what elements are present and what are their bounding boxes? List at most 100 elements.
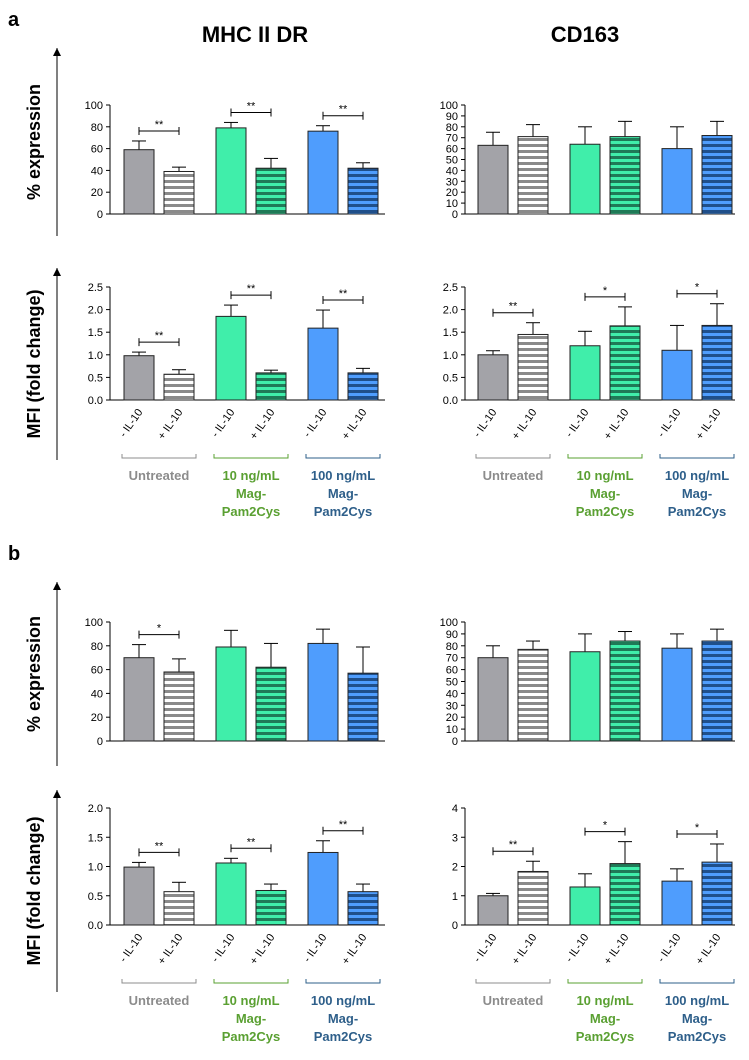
group-label: 10 ng/mL (222, 468, 279, 483)
significance-label: ** (509, 839, 518, 851)
y-tick-label: 0.5 (88, 891, 103, 903)
bar (477, 144, 509, 215)
group-label: 100 ng/mL (665, 468, 729, 483)
bar (163, 891, 195, 926)
significance-label: * (695, 822, 700, 834)
group-label: Pam2Cys (576, 1029, 635, 1044)
y-tick-label: 80 (91, 122, 103, 134)
bar (569, 143, 601, 215)
y-tick-label: 40 (446, 165, 458, 177)
bar (163, 373, 195, 401)
group-bracket (659, 979, 735, 984)
y-axis-title: % expression (24, 84, 44, 200)
y-tick-label: 0 (97, 209, 103, 221)
y-tick-label: 20 (446, 187, 458, 199)
y-tick-label: 2 (452, 862, 458, 874)
y-tick-label: 0 (452, 736, 458, 748)
y-tick-label: 30 (446, 700, 458, 712)
group-bracket (567, 979, 643, 984)
y-tick-label: 60 (91, 665, 103, 677)
bar (215, 646, 247, 742)
group-bracket (475, 454, 551, 459)
y-tick-label: 70 (446, 133, 458, 145)
y-tick-label: 2.5 (88, 282, 103, 294)
x-tick-label: + IL-10 (602, 932, 632, 967)
group-bracket (121, 979, 197, 984)
x-tick-label: + IL-10 (248, 932, 278, 967)
bar (255, 372, 287, 401)
chart-a-mhc-ii-dr-mfi: 0.0 0.5 1.0 1.5 2.0 2.5 ** ** ** - IL-10 + IL-10 - … (88, 282, 385, 519)
y-tick-label: 40 (446, 688, 458, 700)
group-label: Pam2Cys (576, 504, 635, 519)
y-axis-arrow-head (53, 582, 61, 590)
group-label: Mag- (682, 486, 712, 501)
group-label: Pam2Cys (314, 1029, 373, 1044)
group-label: Mag- (590, 1011, 620, 1026)
x-tick-label: + IL-10 (156, 407, 186, 442)
y-tick-label: 0 (97, 736, 103, 748)
bar (701, 861, 733, 926)
significance-label: * (603, 285, 608, 297)
x-tick-label: - IL-10 (471, 407, 499, 440)
y-tick-label: 100 (85, 617, 103, 629)
group-label: Mag- (682, 1011, 712, 1026)
bar (661, 148, 693, 215)
significance-label: ** (247, 100, 256, 112)
group-label: Untreated (129, 468, 190, 483)
significance-label: ** (155, 330, 164, 342)
group-bracket (121, 454, 197, 459)
group-bracket (305, 979, 381, 984)
column-title-cd163: CD163 (551, 22, 619, 47)
y-tick-label: 40 (91, 165, 103, 177)
significance-label: ** (339, 819, 348, 831)
x-tick-label: + IL-10 (340, 932, 370, 967)
group-label: Mag- (236, 486, 266, 501)
group-label: 10 ng/mL (576, 993, 633, 1008)
bar (255, 167, 287, 215)
bar (517, 333, 549, 401)
bar (701, 135, 733, 215)
y-tick-label: 2.5 (443, 282, 458, 294)
y-tick-label: 0.5 (88, 372, 103, 384)
bar (661, 647, 693, 742)
group-label: 10 ng/mL (576, 468, 633, 483)
y-axis-title: MFI (fold change) (24, 817, 44, 966)
panel-label-a: a (8, 9, 20, 31)
bar (123, 355, 155, 401)
y-tick-label: 1.5 (88, 327, 103, 339)
bar (307, 130, 339, 215)
x-tick-label: - IL-10 (563, 407, 591, 440)
bar (517, 648, 549, 742)
y-tick-label: 10 (446, 724, 458, 736)
y-tick-label: 1.0 (443, 350, 458, 362)
bar (163, 170, 195, 215)
x-tick-label: - IL-10 (563, 932, 591, 965)
y-axis-arrow-head (53, 790, 61, 798)
x-tick-label: - IL-10 (301, 932, 329, 965)
group-label: Pam2Cys (668, 1029, 727, 1044)
y-tick-label: 4 (452, 803, 458, 815)
bar (569, 345, 601, 401)
group-label: Pam2Cys (222, 504, 281, 519)
significance-label: * (695, 282, 700, 294)
y-axis-title: % expression (24, 616, 44, 732)
bar (307, 851, 339, 926)
bar (569, 886, 601, 926)
bar (347, 891, 379, 926)
significance-label: * (157, 623, 162, 635)
y-tick-label: 20 (91, 187, 103, 199)
y-axis-arrow-head (53, 268, 61, 276)
bar (347, 167, 379, 215)
significance-label: ** (155, 840, 164, 852)
y-tick-label: 0.5 (443, 372, 458, 384)
x-tick-label: + IL-10 (510, 407, 540, 442)
bar (609, 640, 641, 742)
y-tick-label: 20 (446, 712, 458, 724)
group-bracket (213, 454, 289, 459)
column-title-mhc: MHC II DR (202, 22, 308, 47)
bar (609, 863, 641, 926)
y-tick-label: 1 (452, 891, 458, 903)
y-tick-label: 60 (446, 144, 458, 156)
x-tick-label: - IL-10 (471, 932, 499, 965)
